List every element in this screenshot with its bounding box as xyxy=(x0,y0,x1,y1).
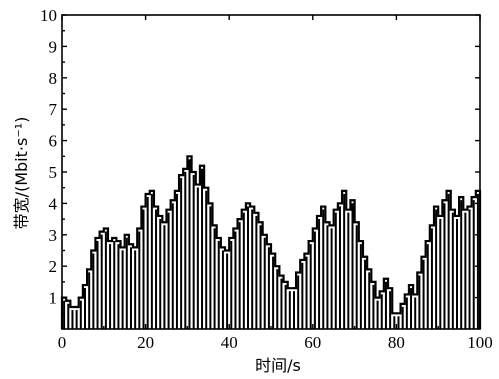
x-tick-label: 60 xyxy=(304,333,321,352)
bar-outline xyxy=(60,155,482,329)
x-tick-label: 100 xyxy=(467,333,493,352)
y-tick-label: 6 xyxy=(49,132,58,151)
y-tick-label: 5 xyxy=(49,163,58,182)
y-tick-label: 2 xyxy=(49,257,58,276)
y-tick-label: 10 xyxy=(40,6,57,25)
y-axis-label: 带宽/(Mbit·s⁻¹) xyxy=(12,117,31,230)
axes: 0 20 40 60 80 100 1 2 3 4 5 6 7 8 9 10 xyxy=(40,6,493,352)
y-tick-label: 9 xyxy=(49,37,58,56)
y-tick-label: 3 xyxy=(49,226,58,245)
y-tick-label: 8 xyxy=(49,69,58,88)
x-tick-label: 40 xyxy=(221,333,238,352)
x-tick-label: 0 xyxy=(58,333,67,352)
y-tick-label: 1 xyxy=(49,289,58,308)
plot-area xyxy=(60,155,482,329)
y-tick-label: 7 xyxy=(49,100,58,119)
x-tick-label: 20 xyxy=(137,333,154,352)
x-axis-label: 时间/s xyxy=(255,356,301,375)
y-tick-label: 4 xyxy=(49,194,58,213)
x-tick-label: 80 xyxy=(388,333,405,352)
